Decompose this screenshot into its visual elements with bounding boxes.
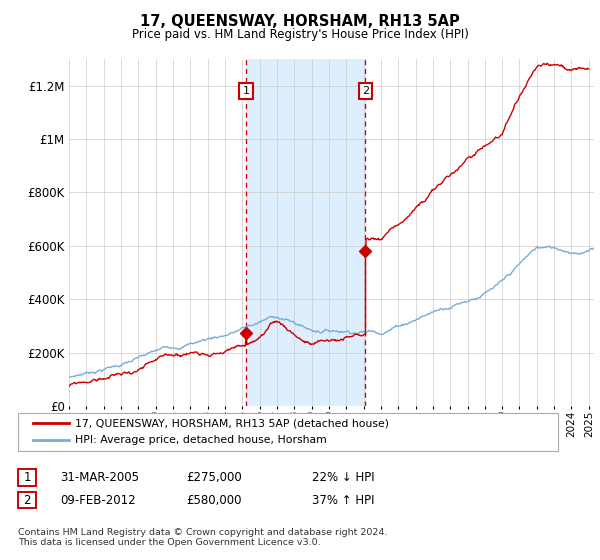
Text: 1: 1 [242, 86, 250, 96]
Text: 2: 2 [23, 493, 31, 507]
Text: 2: 2 [362, 86, 369, 96]
Text: 37% ↑ HPI: 37% ↑ HPI [312, 493, 374, 507]
Text: 17, QUEENSWAY, HORSHAM, RH13 5AP (detached house): 17, QUEENSWAY, HORSHAM, RH13 5AP (detach… [75, 418, 389, 428]
Text: Contains HM Land Registry data © Crown copyright and database right 2024.
This d: Contains HM Land Registry data © Crown c… [18, 528, 388, 548]
Text: £275,000: £275,000 [186, 470, 242, 484]
Text: 1: 1 [23, 470, 31, 484]
Text: £580,000: £580,000 [186, 493, 241, 507]
Bar [246, 59, 365, 406]
Text: 22% ↓ HPI: 22% ↓ HPI [312, 470, 374, 484]
Text: Price paid vs. HM Land Registry's House Price Index (HPI): Price paid vs. HM Land Registry's House … [131, 28, 469, 41]
Text: HPI: Average price, detached house, Horsham: HPI: Average price, detached house, Hors… [75, 435, 327, 445]
Text: 31-MAR-2005: 31-MAR-2005 [60, 470, 139, 484]
Text: 09-FEB-2012: 09-FEB-2012 [60, 493, 136, 507]
Text: 17, QUEENSWAY, HORSHAM, RH13 5AP: 17, QUEENSWAY, HORSHAM, RH13 5AP [140, 14, 460, 29]
